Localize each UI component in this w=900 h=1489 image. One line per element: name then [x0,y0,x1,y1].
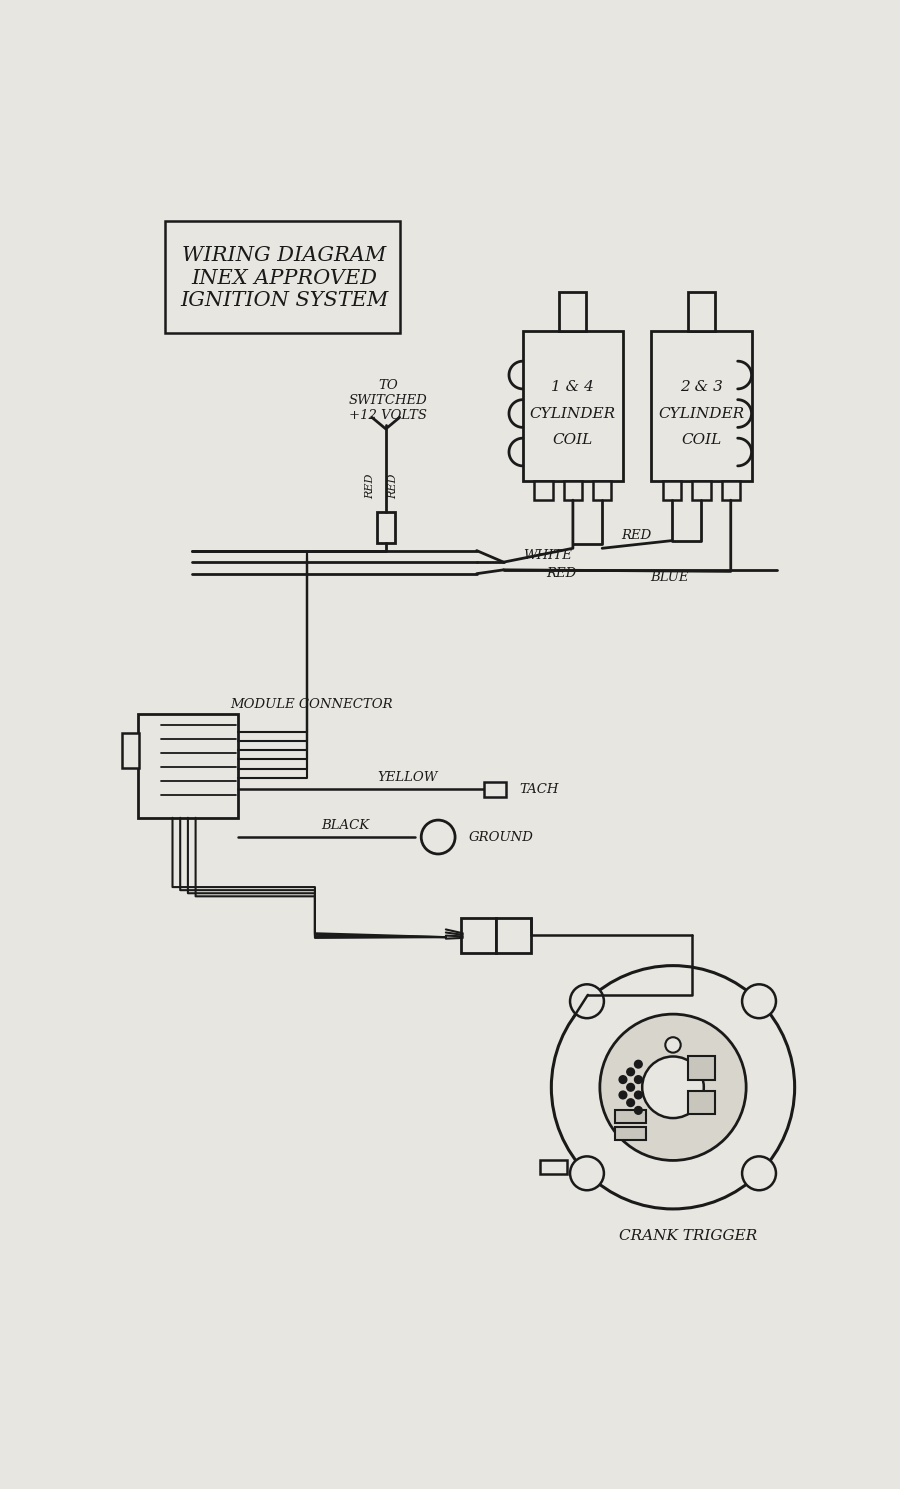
Bar [616,1127,646,1139]
Text: CRANK TRIGGER: CRANK TRIGGER [619,1228,758,1243]
Text: TO
SWITCHED
+12 VOLTS: TO SWITCHED +12 VOLTS [348,378,428,421]
Bar [523,331,623,481]
Text: CYLINDER: CYLINDER [530,406,616,420]
Circle shape [665,1038,680,1053]
Text: RED: RED [389,474,399,499]
Circle shape [643,1057,704,1118]
Text: RED: RED [546,567,576,581]
Bar [138,713,238,817]
Bar [122,733,140,768]
Circle shape [619,1075,626,1084]
Circle shape [619,1091,626,1099]
Circle shape [626,1068,634,1075]
Circle shape [634,1091,643,1099]
Bar [722,481,740,500]
Text: RED: RED [365,474,375,499]
Circle shape [742,984,776,1018]
Bar [688,292,715,331]
Bar [165,220,400,332]
Circle shape [599,1014,746,1160]
Text: BLACK: BLACK [320,819,369,832]
Text: MODULE CONNECTOR: MODULE CONNECTOR [230,698,393,712]
Bar [692,481,711,500]
Text: 2 & 3: 2 & 3 [680,380,723,393]
Bar [560,292,587,331]
Bar [540,1160,567,1175]
Circle shape [552,966,795,1209]
Bar [616,1111,646,1123]
Text: TACH: TACH [519,783,558,795]
Bar [688,1091,716,1114]
Circle shape [421,820,455,855]
Circle shape [634,1075,643,1084]
Text: RED: RED [622,529,652,542]
Bar [535,481,553,500]
Bar [496,917,531,953]
Text: BLUE: BLUE [650,572,688,584]
Text: WHITE: WHITE [523,549,572,563]
Text: COIL: COIL [681,433,722,448]
Circle shape [570,1157,604,1190]
Text: 1 & 4: 1 & 4 [552,380,594,393]
Bar [563,481,582,500]
Circle shape [634,1106,643,1114]
Bar [461,917,496,953]
Text: INEX APPROVED: INEX APPROVED [191,270,377,289]
Text: WIRING DIAGRAM: WIRING DIAGRAM [182,246,386,265]
Bar [593,481,611,500]
Text: COIL: COIL [553,433,593,448]
Bar [663,481,681,500]
Bar [688,1057,716,1080]
Text: CYLINDER: CYLINDER [659,406,744,420]
Circle shape [626,1099,634,1106]
Text: YELLOW: YELLOW [378,771,438,785]
Text: GROUND: GROUND [469,831,534,844]
Circle shape [742,1157,776,1190]
Circle shape [570,984,604,1018]
Circle shape [626,1084,634,1091]
Bar [376,512,395,543]
Circle shape [634,1060,643,1068]
Text: IGNITION SYSTEM: IGNITION SYSTEM [180,290,388,310]
Bar [484,782,506,797]
Bar [652,331,752,481]
